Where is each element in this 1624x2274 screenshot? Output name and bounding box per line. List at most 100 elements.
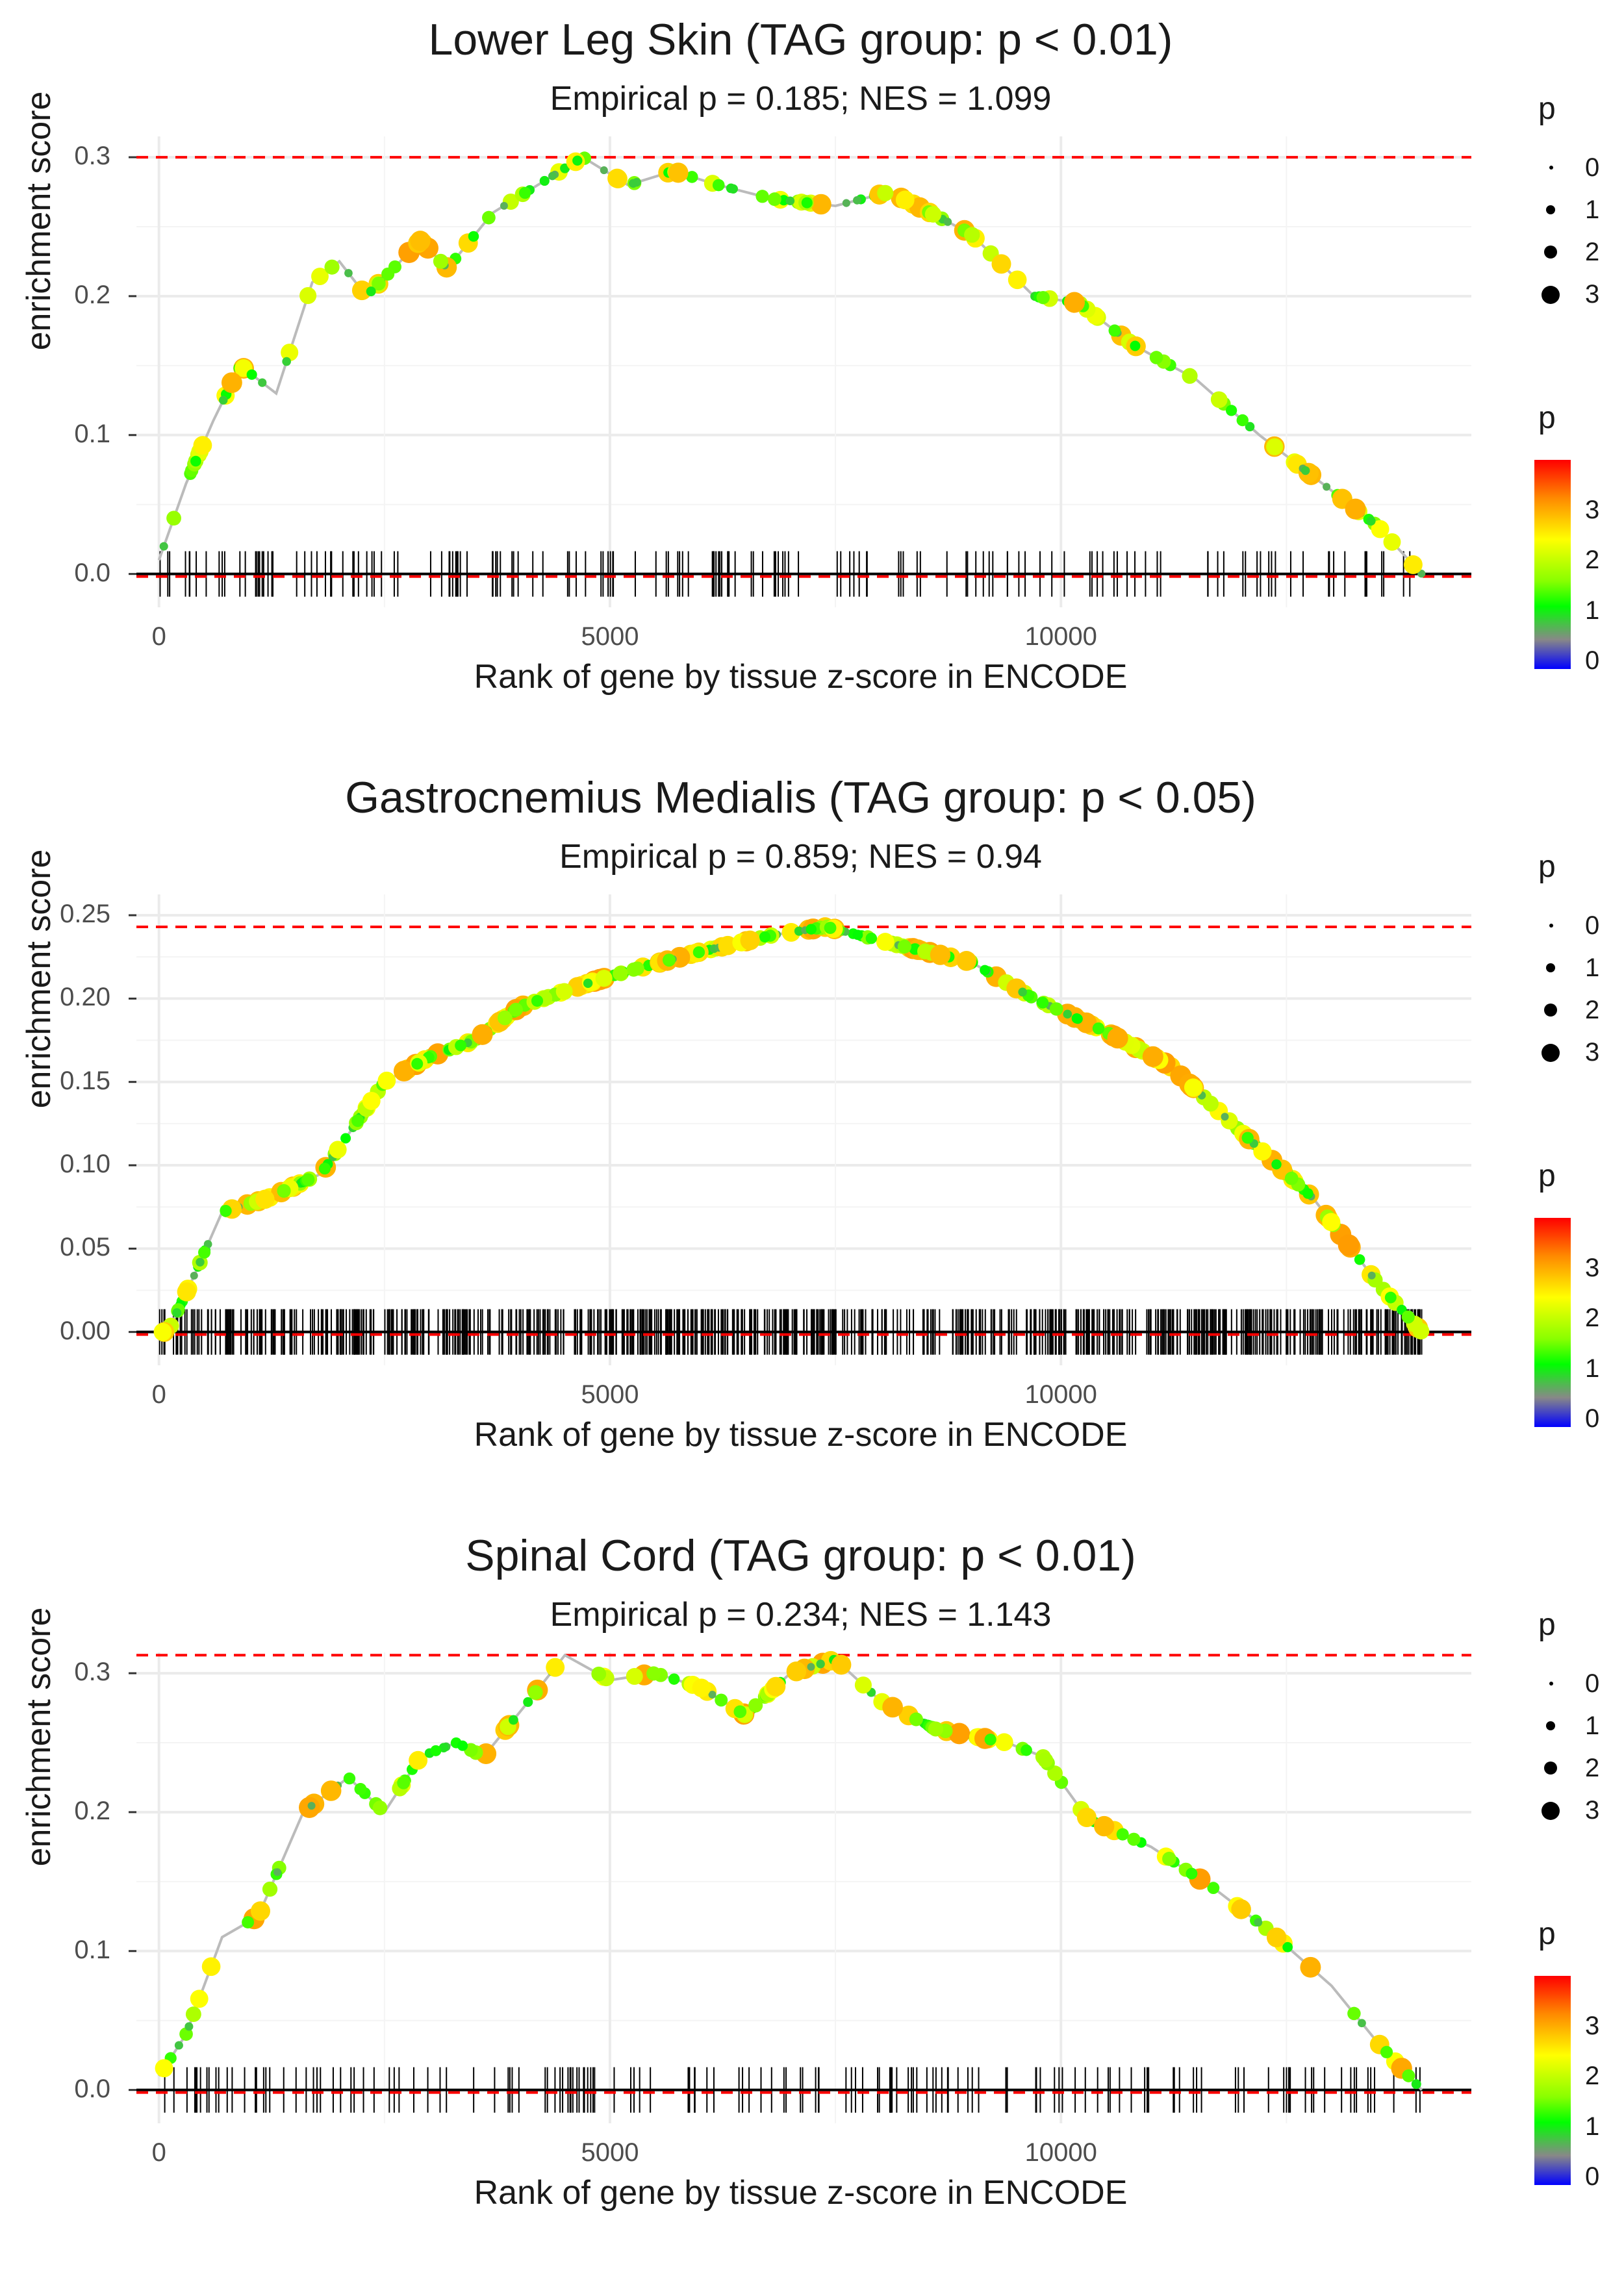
es-point — [539, 175, 550, 186]
es-point — [344, 269, 353, 277]
es-point — [964, 227, 980, 243]
es-point — [781, 922, 801, 942]
es-point — [572, 155, 583, 166]
es-point — [509, 1002, 523, 1017]
es-point — [220, 1205, 232, 1217]
es-point — [409, 1750, 428, 1770]
es-point — [1300, 466, 1310, 475]
es-point — [1008, 270, 1027, 290]
es-point — [607, 168, 627, 188]
es-point — [1226, 405, 1237, 416]
es-point — [203, 1240, 212, 1248]
es-point — [1271, 1159, 1282, 1170]
size-label: 3 — [1585, 280, 1600, 309]
x-axis-label: Rank of gene by tissue z-score in ENCODE — [474, 658, 1128, 696]
es-point — [185, 2006, 201, 2023]
color-legend-title: p — [1538, 1159, 1556, 1193]
es-point — [917, 943, 933, 959]
es-point — [153, 1322, 172, 1341]
es-point — [255, 1189, 275, 1209]
es-point — [246, 369, 257, 380]
es-point — [457, 1740, 468, 1751]
chart-subtitle: Empirical p = 0.185; NES = 1.099 — [550, 80, 1052, 118]
y-tick-label: 0.0 — [74, 558, 110, 587]
y-tick-label: 0.15 — [60, 1066, 110, 1095]
es-point — [1094, 1815, 1115, 1837]
size-key-3 — [1542, 1802, 1560, 1820]
es-point — [455, 1039, 467, 1052]
es-point — [177, 1282, 196, 1302]
es-point — [1338, 1234, 1360, 1256]
es-point — [583, 978, 593, 988]
es-point — [340, 1133, 351, 1144]
es-point — [318, 1163, 331, 1175]
es-point — [600, 166, 608, 175]
y-tick-label: 0.1 — [74, 419, 110, 448]
es-point — [1401, 1310, 1415, 1324]
size-key-1 — [1546, 963, 1555, 972]
es-point — [991, 254, 1011, 274]
es-point — [831, 1654, 852, 1675]
es-point — [320, 1780, 342, 1801]
es-point — [190, 1271, 198, 1280]
es-point — [468, 231, 479, 242]
es-point — [397, 1776, 411, 1789]
es-point — [307, 1802, 316, 1810]
x-tick-label: 10000 — [1024, 622, 1097, 651]
es-point — [1130, 340, 1141, 351]
size-key-0 — [1549, 166, 1553, 170]
es-point — [629, 179, 638, 188]
size-legend-title: p — [1538, 850, 1556, 884]
es-point — [281, 344, 299, 362]
es-point — [299, 287, 317, 305]
x-tick-label: 10000 — [1024, 1380, 1097, 1409]
es-point — [372, 1800, 388, 1815]
es-point — [1186, 1867, 1198, 1880]
es-point — [1403, 555, 1423, 574]
es-point — [1322, 1213, 1341, 1232]
chart-title: Spinal Cord (TAG group: p < 0.01) — [465, 1531, 1136, 1580]
es-point — [1018, 987, 1027, 997]
es-point — [482, 210, 496, 225]
color-bar — [1534, 460, 1571, 669]
es-point — [221, 372, 242, 394]
size-key-0 — [1549, 1682, 1553, 1686]
es-point — [877, 184, 894, 201]
chart-subtitle: Empirical p = 0.859; NES = 0.94 — [559, 838, 1042, 876]
size-key-3 — [1542, 1044, 1560, 1062]
es-point — [766, 1676, 786, 1697]
es-point — [472, 1024, 493, 1045]
es-point — [1116, 1828, 1129, 1841]
es-point — [712, 179, 725, 192]
color-label: 0 — [1585, 646, 1600, 675]
es-point — [1241, 1131, 1254, 1144]
es-point — [1236, 414, 1249, 427]
es-point — [277, 1183, 291, 1198]
size-label: 2 — [1585, 238, 1600, 266]
es-point — [381, 267, 395, 281]
es-point — [301, 1173, 315, 1187]
es-point — [816, 1660, 825, 1669]
es-point — [190, 1990, 209, 2008]
es-point — [1411, 2079, 1421, 2090]
x-tick-label: 5000 — [581, 622, 639, 651]
x-axis-label: Rank of gene by tissue z-score in ENCODE — [474, 2174, 1128, 2212]
x-axis-label: Rank of gene by tissue z-score in ENCODE — [474, 1416, 1128, 1454]
es-point — [646, 1666, 661, 1681]
es-point — [924, 206, 942, 223]
es-point — [897, 939, 911, 954]
y-tick-label: 0.3 — [74, 142, 110, 171]
es-point — [190, 455, 201, 467]
size-key-1 — [1546, 205, 1555, 214]
es-point — [433, 253, 449, 269]
size-label: 1 — [1585, 196, 1600, 224]
color-label: 3 — [1585, 496, 1600, 524]
color-label: 2 — [1585, 2062, 1600, 2090]
color-label: 2 — [1585, 1304, 1600, 1332]
size-key-0 — [1549, 924, 1553, 928]
es-curve — [158, 1653, 1423, 2091]
size-label: 0 — [1585, 1669, 1600, 1698]
es-point — [329, 1141, 347, 1159]
es-point — [1345, 498, 1366, 520]
es-point — [518, 186, 531, 199]
